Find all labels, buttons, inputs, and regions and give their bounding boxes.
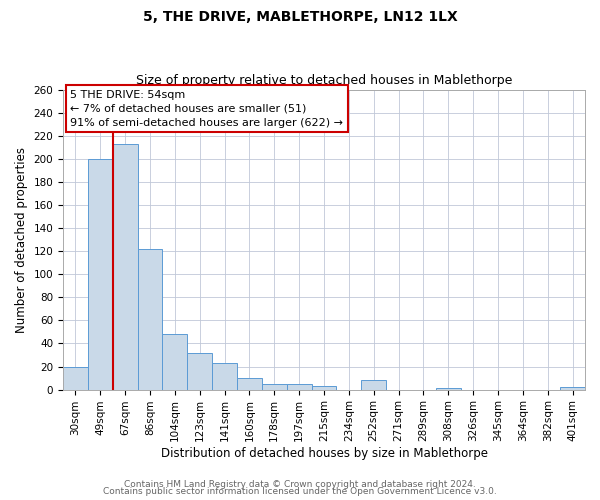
- Y-axis label: Number of detached properties: Number of detached properties: [15, 146, 28, 332]
- Bar: [560, 388, 585, 390]
- Bar: [311, 386, 337, 390]
- Bar: [287, 384, 311, 390]
- Bar: [262, 384, 287, 390]
- X-axis label: Distribution of detached houses by size in Mablethorpe: Distribution of detached houses by size …: [161, 447, 488, 460]
- Text: Contains public sector information licensed under the Open Government Licence v3: Contains public sector information licen…: [103, 488, 497, 496]
- Bar: [88, 159, 113, 390]
- Title: Size of property relative to detached houses in Mablethorpe: Size of property relative to detached ho…: [136, 74, 512, 87]
- Bar: [137, 249, 163, 390]
- Bar: [361, 380, 386, 390]
- Bar: [436, 388, 461, 390]
- Bar: [163, 334, 187, 390]
- Bar: [187, 352, 212, 390]
- Text: 5, THE DRIVE, MABLETHORPE, LN12 1LX: 5, THE DRIVE, MABLETHORPE, LN12 1LX: [143, 10, 457, 24]
- Bar: [237, 378, 262, 390]
- Bar: [212, 363, 237, 390]
- Text: 5 THE DRIVE: 54sqm
← 7% of detached houses are smaller (51)
91% of semi-detached: 5 THE DRIVE: 54sqm ← 7% of detached hous…: [70, 90, 343, 128]
- Text: Contains HM Land Registry data © Crown copyright and database right 2024.: Contains HM Land Registry data © Crown c…: [124, 480, 476, 489]
- Bar: [63, 366, 88, 390]
- Bar: [113, 144, 137, 390]
